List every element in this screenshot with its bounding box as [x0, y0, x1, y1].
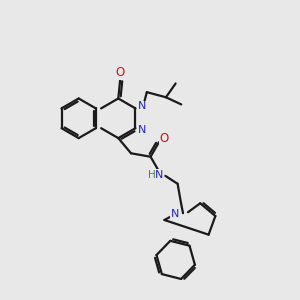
- Text: N: N: [171, 209, 179, 219]
- Text: O: O: [159, 132, 169, 145]
- Text: N: N: [138, 101, 147, 111]
- Text: H: H: [148, 170, 155, 180]
- Text: N: N: [138, 125, 147, 135]
- Text: O: O: [116, 66, 125, 79]
- Text: N: N: [155, 170, 164, 180]
